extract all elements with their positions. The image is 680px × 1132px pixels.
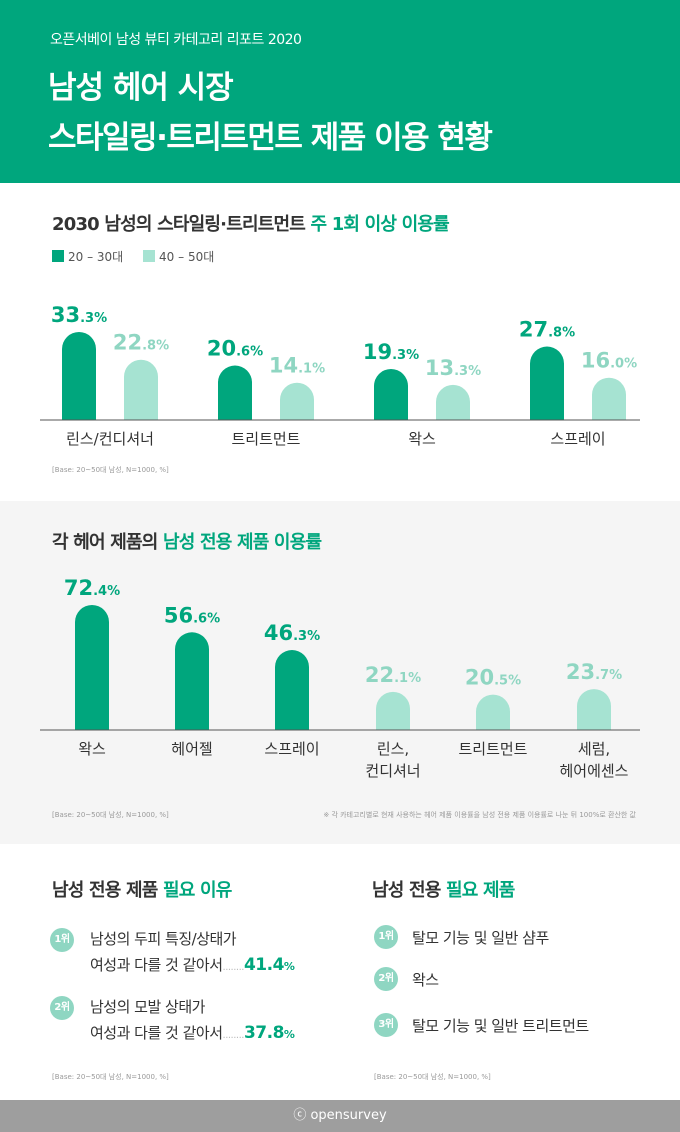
section2-base-note: [Base: 20~50대 남성, N=1000, %]	[52, 811, 169, 819]
category-label: 스프레이	[264, 740, 319, 758]
bar	[376, 691, 410, 730]
category-label: 트리트먼트	[231, 430, 300, 448]
category-label: 왁스	[408, 430, 436, 448]
bar-value-label: 20.5%	[465, 666, 521, 690]
products-title-prefix: 남성 전용	[372, 880, 446, 901]
reasons-title-accent: 필요 이유	[162, 880, 232, 901]
category-label: 컨디셔너	[365, 762, 420, 780]
rank-badge: 2위	[374, 967, 398, 991]
bar-4050	[436, 384, 470, 420]
bar-value-label: 19.3%	[363, 340, 419, 364]
chart1-legend: 20 – 30대 40 – 50대	[52, 248, 230, 265]
reason-line2: 여성과 다를 것 같아서	[90, 956, 223, 974]
product-label: 탈모 기능 및 일반 샴푸	[412, 929, 549, 947]
reason-line2-row: 여성과 다를 것 같아서........41.4%	[90, 954, 295, 975]
footer-bar: ⓒ opensurvey	[0, 1100, 680, 1132]
bar-2030	[62, 332, 96, 420]
header-banner: 오픈서베이 남성 뷰티 카테고리 리포트 2020 남성 헤어 시장 스타일링·…	[0, 0, 680, 183]
bar-value-label: 22.8%	[113, 331, 169, 355]
section1-base-note: [Base: 20~50대 남성, N=1000, %]	[52, 466, 169, 474]
reasons-base-note: [Base: 20~50대 남성, N=1000, %]	[52, 1073, 169, 1081]
category-label: 린스,	[377, 740, 409, 758]
bar-value-label: 46.3%	[264, 621, 320, 645]
bar-2030	[218, 365, 252, 420]
product-label: 탈모 기능 및 일반 트리트먼트	[412, 1017, 589, 1035]
bar-2030	[374, 368, 408, 420]
bar	[577, 689, 611, 730]
products-title: 남성 전용 필요 제품	[372, 876, 515, 902]
rank-badge: 1위	[50, 928, 74, 952]
section1-title-prefix: 2030 남성의 스타일링·트리트먼트	[52, 214, 311, 235]
section2-title-prefix: 각 헤어 제품의	[52, 532, 163, 553]
bar-value-label: 13.3%	[425, 356, 481, 380]
reason-line2-row: 여성과 다를 것 같아서........37.8%	[90, 1022, 295, 1043]
legend-swatch-4050	[143, 250, 156, 262]
products-title-accent: 필요 제품	[445, 880, 515, 901]
rank-badge: 3위	[374, 1013, 398, 1037]
category-label: 트리트먼트	[458, 740, 527, 758]
legend-swatch-2030	[52, 250, 64, 262]
bar-4050	[280, 382, 314, 420]
reasons-title-prefix: 남성 전용 제품	[52, 880, 163, 901]
bar-value-label: 27.8%	[519, 318, 575, 342]
category-label: 세럼,	[578, 740, 610, 758]
bar	[175, 632, 209, 730]
bar-value-label: 20.6%	[207, 337, 263, 361]
products-base-note: [Base: 20~50대 남성, N=1000, %]	[374, 1073, 491, 1081]
leader-dots: ........	[222, 1030, 245, 1041]
rank-badge: 1위	[374, 925, 398, 949]
bar-value-label: 16.0%	[581, 349, 637, 373]
category-label: 린스/컨디셔너	[66, 430, 154, 448]
legend-label-4050: 40 – 50대	[159, 250, 215, 264]
bar	[476, 694, 510, 730]
reason-unit: %	[283, 1028, 295, 1041]
section-male-product-rate	[0, 501, 680, 844]
category-label: 헤어에센스	[559, 762, 628, 780]
chart2-svg: 72.4% 왁스 56.6% 헤어젤 46.3% 스프레이 22.1% 린스, 컨디셔너 20.5…	[40, 576, 640, 780]
report-subtitle: 오픈서베이 남성 뷰티 카테고리 리포트 2020	[50, 32, 302, 48]
legend-item-4050: 40 – 50대	[143, 250, 214, 264]
leader-dots: ........	[222, 962, 245, 973]
reason-line1: 남성의 두피 특징/상태가	[90, 930, 237, 948]
rank-badge: 2위	[50, 996, 74, 1020]
bar-value-label: 33.3%	[51, 303, 107, 327]
legend-item-2030: 20 – 30대	[52, 250, 123, 264]
section-reasons-products	[0, 844, 680, 1100]
legend-label-2030: 20 – 30대	[68, 250, 124, 264]
bar-value-label: 72.4%	[64, 576, 120, 600]
category-label: 헤어젤	[171, 740, 212, 758]
report-title-line1: 남성 헤어 시장	[48, 70, 234, 106]
reason-value: 37.8	[243, 1023, 284, 1043]
bar-4050	[124, 359, 158, 420]
report-title-line2: 스타일링·트리트먼트 제품 이용 현황	[48, 120, 493, 156]
opensurvey-logo: ⓒ opensurvey	[293, 1108, 387, 1123]
reasons-title: 남성 전용 제품 필요 이유	[52, 876, 232, 902]
chart1-svg: 33.3%22.8% 린스/컨디셔너 20.6%14.1% 트리트먼트 19.3%13.…	[40, 303, 640, 448]
reason-unit: %	[283, 960, 295, 973]
section1-title-accent: 주 1회 이상 이용률	[310, 214, 449, 235]
bar-2030	[530, 346, 564, 420]
section2-title: 각 헤어 제품의 남성 전용 제품 이용률	[52, 528, 322, 554]
category-label: 스프레이	[550, 430, 605, 448]
bar-value-label: 14.1%	[269, 354, 325, 378]
section1-title: 2030 남성의 스타일링·트리트먼트 주 1회 이상 이용률	[52, 210, 450, 236]
bar	[75, 605, 109, 730]
section2-title-accent: 남성 전용 제품 이용률	[162, 532, 322, 553]
bar-4050	[592, 377, 626, 420]
bar-value-label: 56.6%	[164, 603, 220, 627]
reason-value: 41.4	[243, 955, 284, 975]
section2-footnote: ※ 각 카테고리별로 현재 사용하는 헤어 제품 이용률을 남성 전용 제품 이…	[323, 811, 636, 819]
category-label: 왁스	[78, 740, 106, 758]
reason-line1: 남성의 모발 상태가	[90, 998, 205, 1016]
section-usage-rate	[0, 183, 680, 501]
bar-value-label: 23.7%	[566, 660, 622, 684]
bar	[275, 650, 309, 730]
product-label: 왁스	[412, 971, 439, 989]
bar-value-label: 22.1%	[365, 663, 421, 687]
reason-line2: 여성과 다를 것 같아서	[90, 1024, 223, 1042]
